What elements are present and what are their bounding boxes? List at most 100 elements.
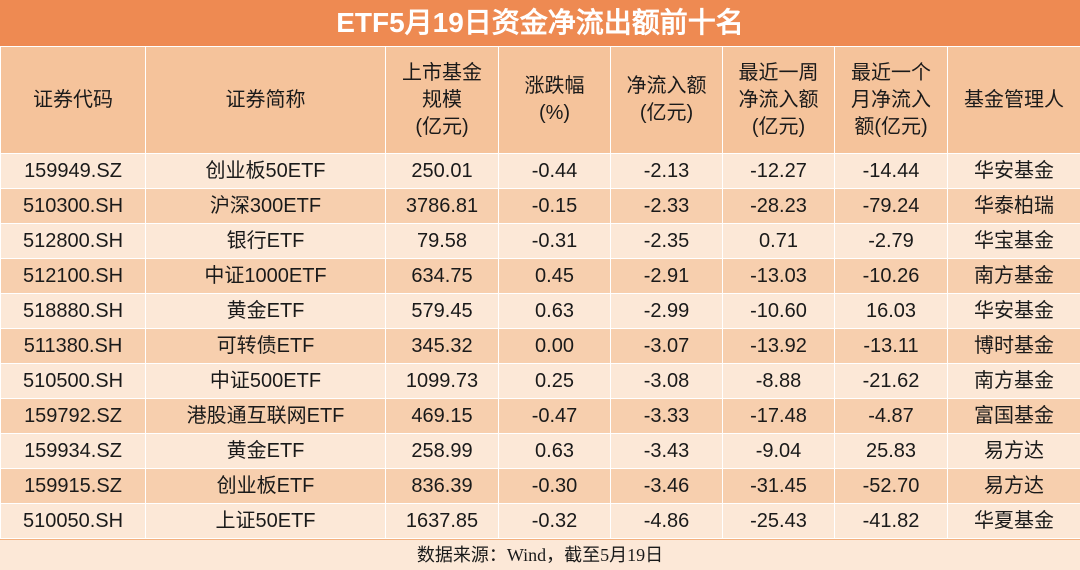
table-cell: 634.75: [385, 258, 499, 294]
table-cell: -13.11: [834, 328, 948, 364]
column-header: 证券简称: [145, 46, 386, 154]
column-header-line: 净流入额: [626, 75, 707, 97]
column-header-line: 最近一个: [851, 61, 931, 84]
source-note: 数据来源：Wind，截至5月19日: [0, 540, 1080, 570]
table-cell: 836.39: [385, 468, 499, 504]
table-cell: -14.44: [834, 153, 948, 189]
table-cell: 南方基金: [947, 258, 1080, 294]
table-cell: -41.82: [834, 503, 948, 539]
table-cell: 中证1000ETF: [145, 258, 386, 294]
table-cell: 博时基金: [947, 328, 1080, 364]
column-header: 涨跌幅 (%): [498, 46, 611, 154]
table-cell: 512100.SH: [0, 258, 146, 294]
table-cell: 510500.SH: [0, 363, 146, 399]
table-cell: -10.60: [722, 293, 835, 329]
etf-outflow-table: 证券代码 证券简称 上市基金 规模 (亿元) 涨跌幅 (%) 净流入额 (亿元) 最近一周 净流入额…: [0, 46, 1080, 539]
table-cell: -3.46: [610, 468, 723, 504]
table-cell: 250.01: [385, 153, 499, 189]
table-cell: 银行ETF: [145, 223, 386, 259]
header-row: 证券代码 证券简称 上市基金 规模 (亿元) 涨跌幅 (%) 净流入额 (亿元) 最近一周 净流入额…: [0, 46, 1080, 154]
table-cell: -4.87: [834, 398, 948, 434]
table-cell: 510050.SH: [0, 503, 146, 539]
table-cell: 0.25: [498, 363, 611, 399]
table-row: 159934.SZ 黄金ETF 258.99 0.63 -3.43 -9.04 25.83 易…: [0, 433, 1080, 469]
table-cell: -0.31: [498, 223, 611, 259]
table-cell: 512800.SH: [0, 223, 146, 259]
column-header-line: 规模: [422, 88, 462, 111]
table-cell: 上证50ETF: [145, 503, 386, 539]
table-cell: 华安基金: [947, 153, 1080, 189]
table-cell: 159934.SZ: [0, 433, 146, 469]
table-row: 510500.SH 中证500ETF 1099.73 0.25 -3.08 -8.88 -2…: [0, 363, 1080, 399]
table-cell: 25.83: [834, 433, 948, 469]
table-row: 159792.SZ 港股通互联网ETF 469.15 -0.47 -3.33 -17.48…: [0, 398, 1080, 434]
table-cell: 0.63: [498, 293, 611, 329]
table-cell: 1099.73: [385, 363, 499, 399]
table-cell: -0.15: [498, 188, 611, 224]
table-cell: 华泰柏瑞: [947, 188, 1080, 224]
table-row: 512100.SH 中证1000ETF 634.75 0.45 -2.91 -13.03-…: [0, 258, 1080, 294]
table-cell: 黄金ETF: [145, 433, 386, 469]
column-header-line: 净流入额: [738, 88, 819, 111]
table-cell: 中证500ETF: [145, 363, 386, 399]
column-header: 证券代码: [0, 46, 146, 154]
column-header: 净流入额 (亿元): [610, 46, 723, 154]
table-cell: -4.86: [610, 503, 723, 539]
table-cell: -2.33: [610, 188, 723, 224]
table-cell: 创业板50ETF: [145, 153, 386, 189]
column-header: 最近一个 月净流入 额(亿元): [834, 46, 948, 154]
table-title: ETF5月19日资金净流出额前十名: [0, 0, 1080, 46]
table-cell: -79.24: [834, 188, 948, 224]
table-cell: -0.44: [498, 153, 611, 189]
table-cell: -12.27: [722, 153, 835, 189]
table-cell: -3.08: [610, 363, 723, 399]
table-cell: 579.45: [385, 293, 499, 329]
table-cell: -2.99: [610, 293, 723, 329]
table-cell: 0.71: [722, 223, 835, 259]
table-cell: -52.70: [834, 468, 948, 504]
table-cell: -13.92: [722, 328, 835, 364]
table-cell: 黄金ETF: [145, 293, 386, 329]
table-cell: 510300.SH: [0, 188, 146, 224]
table-cell: -13.03: [722, 258, 835, 294]
table-cell: 0.00: [498, 328, 611, 364]
table-row: 510050.SH 上证50ETF 1637.85 -0.32 -4.86 -25.43-…: [0, 503, 1080, 539]
table-row: 512800.SH 银行ETF 79.58 -0.31 -2.35 0.71 -2.79 华宝…: [0, 223, 1080, 259]
table-cell: -8.88: [722, 363, 835, 399]
column-header-line: 额(亿元): [854, 115, 928, 138]
table-cell: 159949.SZ: [0, 153, 146, 189]
table-row: 510300.SH 沪深300ETF 3786.81 -0.15 -2.33 -28.23…: [0, 188, 1080, 224]
table-cell: 富国基金: [947, 398, 1080, 434]
table-cell: 港股通互联网ETF: [145, 398, 386, 434]
table-body: 159949.SZ 创业板50ETF 250.01 -0.44 -2.13 -12.27-…: [0, 153, 1080, 539]
column-header-line: (%): [538, 102, 571, 124]
table-row: 159949.SZ 创业板50ETF 250.01 -0.44 -2.13 -12.27-…: [0, 153, 1080, 189]
table-cell: -3.43: [610, 433, 723, 469]
table-cell: -25.43: [722, 503, 835, 539]
table-row: 159915.SZ 创业板ETF 836.39 -0.30 -3.46 -31.45 -52…: [0, 468, 1080, 504]
table-cell: 3786.81: [385, 188, 499, 224]
column-header: 基金管理人: [947, 46, 1080, 154]
table-cell: 469.15: [385, 398, 499, 434]
table-cell: 0.45: [498, 258, 611, 294]
table-cell: 0.63: [498, 433, 611, 469]
column-header-line: (亿元): [751, 115, 806, 138]
table-cell: -17.48: [722, 398, 835, 434]
table-cell: -3.33: [610, 398, 723, 434]
table-cell: 华夏基金: [947, 503, 1080, 539]
column-header-line: 最近一周: [738, 61, 819, 84]
table-cell: 79.58: [385, 223, 499, 259]
table-row: 518880.SH 黄金ETF 579.45 0.63 -2.99 -10.60 16.03…: [0, 293, 1080, 329]
table-row: 511380.SH 可转债ETF 345.32 0.00 -3.07 -13.92 -13.…: [0, 328, 1080, 364]
column-header: 最近一周净流入额 (亿元): [722, 46, 835, 154]
column-header-line: 基金管理人: [964, 88, 1064, 111]
table-cell: -31.45: [722, 468, 835, 504]
table-cell: 518880.SH: [0, 293, 146, 329]
table-cell: 258.99: [385, 433, 499, 469]
table-cell: 沪深300ETF: [145, 188, 386, 224]
table-cell: -28.23: [722, 188, 835, 224]
table-cell: -3.07: [610, 328, 723, 364]
table-header: 证券代码 证券简称 上市基金 规模 (亿元) 涨跌幅 (%) 净流入额 (亿元) 最近一周 净流入额…: [0, 46, 1080, 154]
table-cell: 1637.85: [385, 503, 499, 539]
